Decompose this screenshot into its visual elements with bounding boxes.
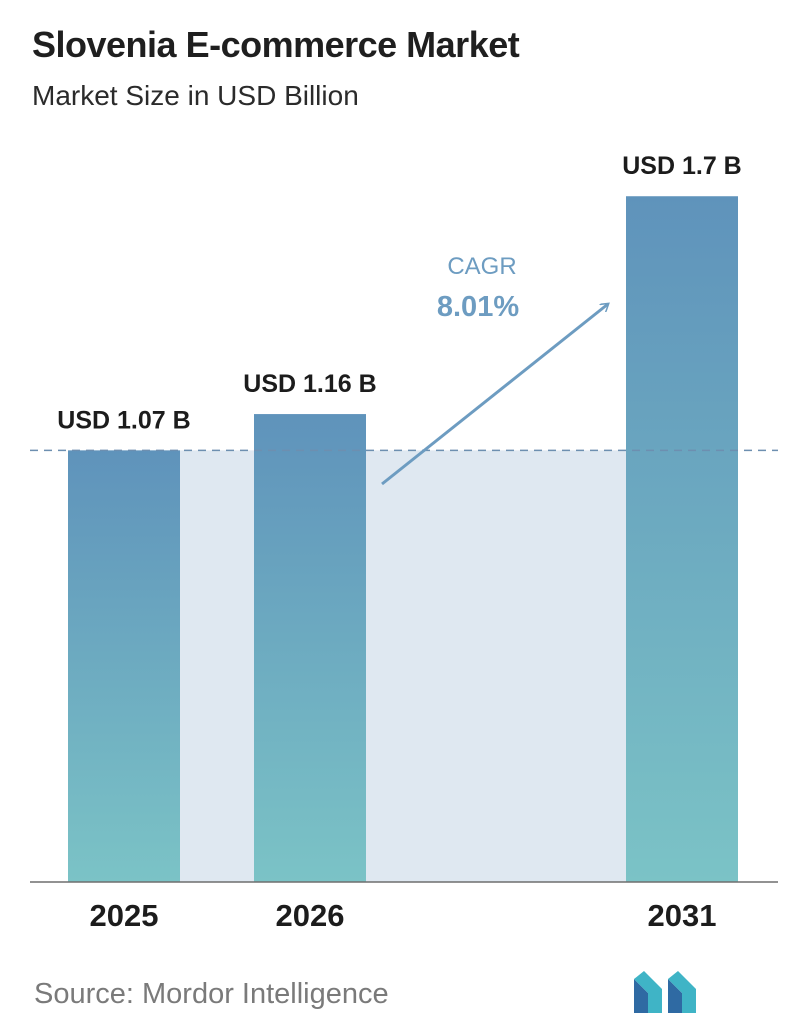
bar-chart: USD 1.07 B 2025 USD 1.16 B 2026 USD 1.7 B 203… — [30, 152, 778, 933]
mordor-intelligence-logo-icon — [634, 971, 696, 1013]
chart-title: Slovenia E-commerce Market — [32, 24, 520, 65]
cagr-label: CAGR — [447, 253, 516, 280]
x-tick-2026: 2026 — [276, 898, 345, 933]
source-note: Source: Mordor Intelligence — [34, 978, 389, 1010]
value-label-2026: USD 1.16 B — [243, 370, 376, 398]
bar-2031 — [626, 196, 738, 882]
bar-2025 — [68, 450, 180, 882]
x-tick-2025: 2025 — [90, 898, 159, 933]
chart-subtitle: Market Size in USD Billion — [32, 80, 359, 111]
cagr-value: 8.01% — [437, 291, 519, 323]
bar-2026 — [254, 414, 366, 882]
x-tick-2031: 2031 — [648, 898, 717, 933]
cagr-arrow — [381, 304, 608, 486]
value-label-2025: USD 1.07 B — [57, 406, 190, 434]
value-label-2031: USD 1.7 B — [622, 152, 741, 180]
